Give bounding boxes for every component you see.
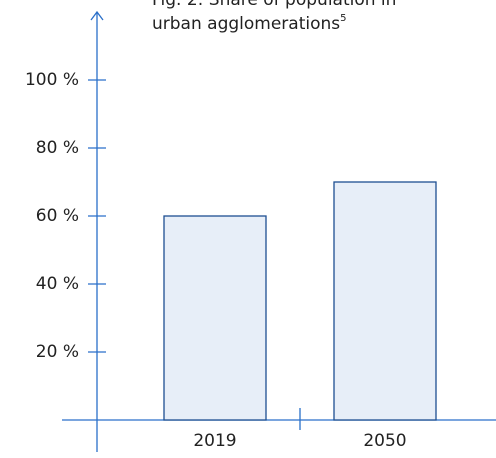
y-axis-arrow [90, 10, 104, 21]
y-tick-label: 60 % [36, 206, 79, 226]
chart-title-line: urban agglomerations [152, 14, 340, 34]
chart-title: urban agglomerations5 [152, 13, 347, 34]
bar [163, 215, 267, 421]
x-tick-label: 2050 [363, 431, 406, 451]
y-tick-label: 20 % [36, 342, 79, 362]
y-tick-label: 40 % [36, 274, 79, 294]
footnote-mark: 5 [340, 13, 346, 24]
x-tick-label: 2019 [193, 431, 236, 451]
bar [333, 181, 437, 421]
chart-title: Fig. 2: Share of population in [152, 0, 396, 10]
y-tick-label: 80 % [36, 138, 79, 158]
y-tick-label: 100 % [25, 70, 79, 90]
